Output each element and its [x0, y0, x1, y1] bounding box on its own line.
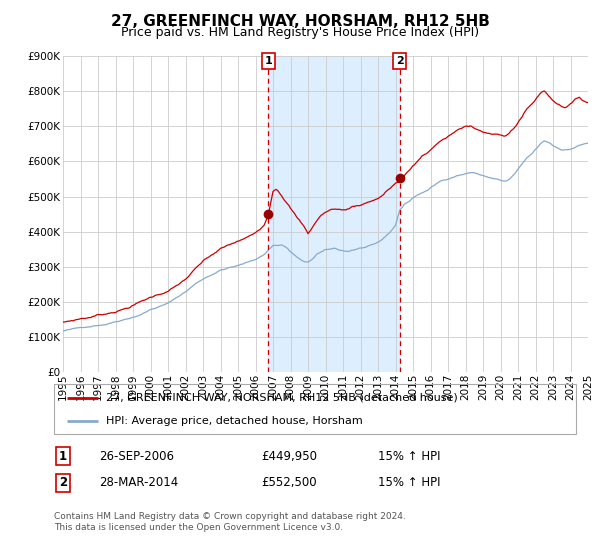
- Text: 1: 1: [59, 450, 67, 463]
- Text: 27, GREENFINCH WAY, HORSHAM, RH12 5HB: 27, GREENFINCH WAY, HORSHAM, RH12 5HB: [110, 14, 490, 29]
- Text: 28-MAR-2014: 28-MAR-2014: [99, 476, 178, 489]
- Text: 26-SEP-2006: 26-SEP-2006: [99, 450, 174, 463]
- Text: 2: 2: [59, 476, 67, 489]
- Text: £552,500: £552,500: [261, 476, 317, 489]
- Text: 15% ↑ HPI: 15% ↑ HPI: [378, 476, 440, 489]
- Text: £449,950: £449,950: [261, 450, 317, 463]
- Text: 15% ↑ HPI: 15% ↑ HPI: [378, 450, 440, 463]
- Bar: [268, 56, 400, 372]
- Text: Price paid vs. HM Land Registry's House Price Index (HPI): Price paid vs. HM Land Registry's House …: [121, 26, 479, 39]
- Text: HPI: Average price, detached house, Horsham: HPI: Average price, detached house, Hors…: [106, 417, 363, 426]
- Text: Contains HM Land Registry data © Crown copyright and database right 2024.
This d: Contains HM Land Registry data © Crown c…: [54, 512, 406, 532]
- Text: 1: 1: [265, 56, 272, 66]
- Text: 27, GREENFINCH WAY, HORSHAM, RH12 5HB (detached house): 27, GREENFINCH WAY, HORSHAM, RH12 5HB (d…: [106, 393, 458, 403]
- Text: 2: 2: [396, 56, 404, 66]
